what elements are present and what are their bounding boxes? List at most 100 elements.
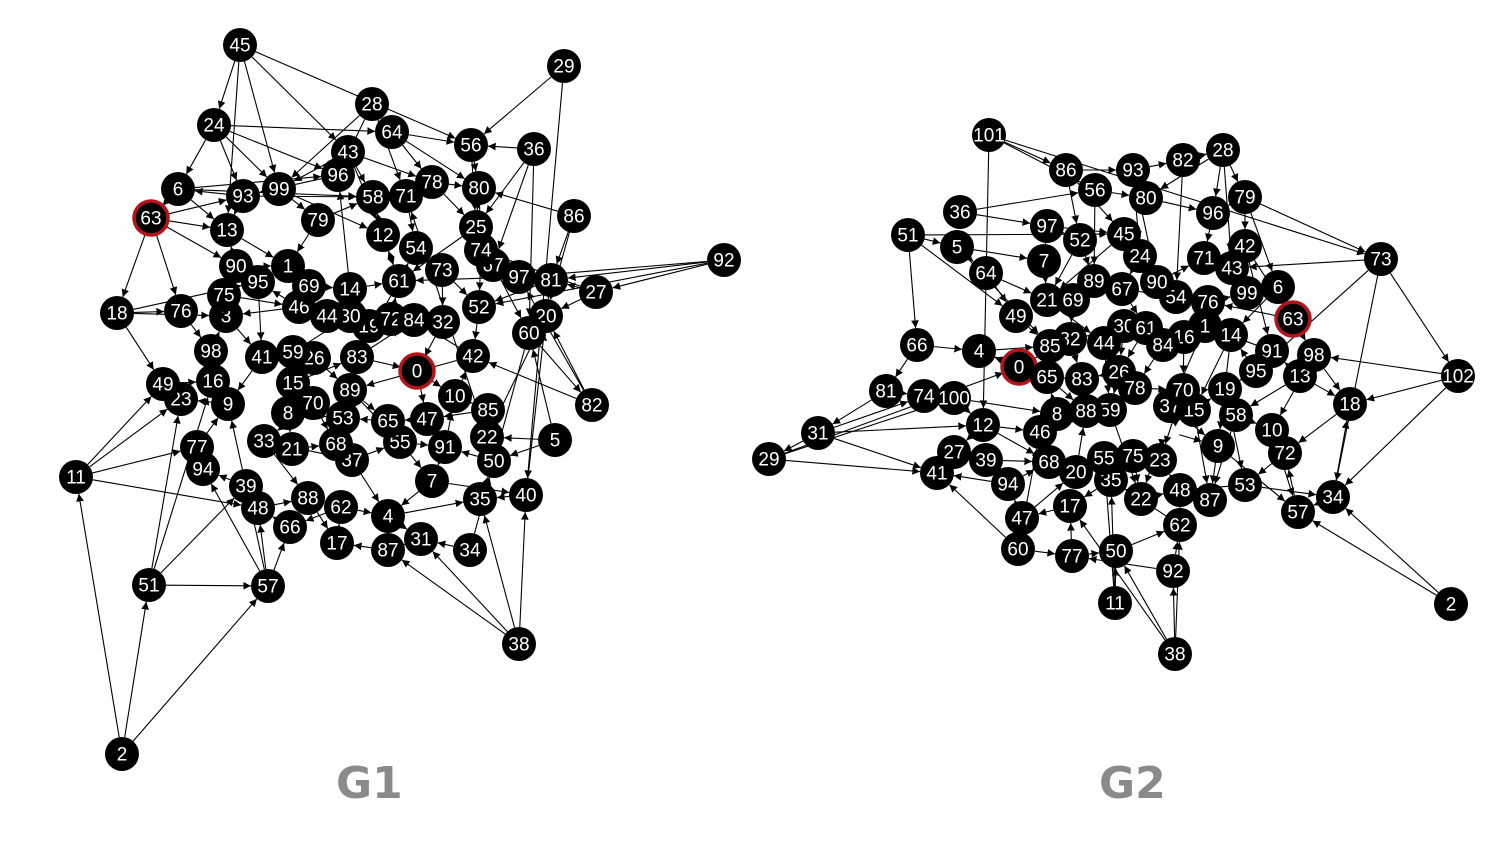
g2-node-41: 41 (920, 456, 954, 490)
g2-edge-26-83 (1098, 370, 1107, 379)
g2-node-circle-64 (969, 256, 1003, 290)
g1-node-circle-34 (453, 533, 487, 567)
g2-node-circle-53 (1228, 468, 1262, 502)
g2-node-20: 20 (1059, 455, 1093, 489)
g1-node-circle-5 (538, 423, 572, 457)
g2-node-circle-85 (1033, 329, 1067, 363)
g1-edge-27-20 (561, 298, 581, 310)
g1-edge-60-50 (496, 349, 526, 445)
g1-node-label-49: 49 (152, 375, 173, 396)
g1-node-circle-2 (105, 737, 139, 771)
g2-edge-18-72 (1298, 413, 1337, 444)
g2-node-label-30: 30 (1113, 317, 1134, 338)
g1-edge-62-66 (305, 512, 326, 522)
g1-edge-5-60 (531, 349, 552, 424)
g1-node-label-21: 21 (281, 440, 302, 461)
g1-node-circle-56 (454, 128, 488, 162)
g2-node-29: 29 (752, 442, 786, 476)
g1-edge-61-12 (387, 250, 395, 266)
g2-edge-65-88 (1059, 387, 1074, 401)
g2-edge-2-57 (1312, 520, 1437, 596)
g1-edge-24-99 (225, 136, 268, 178)
g1-node-label-7: 7 (427, 472, 438, 493)
g1-node-label-22: 22 (476, 428, 497, 449)
g1-node-47: 47 (410, 402, 444, 436)
g2-node-circle-17 (1053, 489, 1087, 523)
g2-edge-36-97 (976, 214, 1031, 226)
g1-node-label-38: 38 (508, 635, 529, 656)
g2-node-99: 99 (1230, 276, 1264, 310)
g1-node-83: 83 (340, 340, 374, 374)
g1-node-label-90: 90 (225, 257, 246, 278)
g1-edge-2-51 (124, 601, 149, 738)
g2-node-label-55: 55 (1093, 449, 1114, 470)
g1-node-label-45: 45 (229, 36, 250, 57)
g1-node-circle-91 (428, 430, 462, 464)
g2-node-label-24: 24 (1129, 247, 1151, 268)
g2-edge-102-98 (1330, 354, 1442, 375)
g2-edge-81-74 (899, 388, 908, 397)
g1-node-circle-65 (371, 404, 405, 438)
g2-node-label-43: 43 (1221, 259, 1242, 280)
g1-edge-6-96 (194, 173, 322, 189)
g2-node-circle-75 (1116, 439, 1150, 473)
g2-node-circle-63 (1276, 302, 1310, 336)
g1-edge-79-58 (333, 202, 358, 214)
g2-node-label-83: 83 (1071, 370, 1092, 391)
g1-edge-62-4 (357, 507, 372, 516)
g1-edge-24-64 (230, 125, 376, 135)
g1-node-label-82: 82 (581, 396, 602, 417)
g2-node-81: 81 (869, 374, 903, 408)
g2-node-circle-34 (1316, 480, 1350, 514)
g2-edge-48-23 (1168, 473, 1177, 483)
g1-node-label-79: 79 (307, 211, 328, 232)
g2-node-11: 11 (1098, 586, 1132, 620)
g1-node-78: 78 (415, 165, 449, 199)
g1-edge-36-25 (485, 162, 525, 214)
g1-node-label-64: 64 (381, 123, 403, 144)
g2-node-label-48: 48 (1169, 481, 1190, 502)
g1-node-49: 49 (146, 367, 180, 401)
g1-node-label-84: 84 (403, 311, 425, 332)
g2-node-circle-21 (1030, 283, 1064, 317)
g1-node-label-57: 57 (257, 577, 278, 598)
g1-node-label-12: 12 (372, 226, 393, 247)
g1-node-circle-40 (509, 478, 543, 512)
g1-edge-0-47 (418, 387, 426, 403)
g1-node-label-54: 54 (405, 239, 427, 260)
g2-node-label-17: 17 (1059, 497, 1080, 518)
g1-edge-92-27 (612, 263, 708, 290)
g1-node-circle-10 (438, 379, 472, 413)
g1-edge-37-4 (360, 474, 380, 502)
g2-node-circle-80 (1129, 181, 1163, 215)
g2-node-47: 47 (1005, 501, 1039, 535)
g2-edge-12-46 (999, 425, 1024, 433)
g1-node-label-27: 27 (585, 283, 606, 304)
g1-edge-45-99 (243, 61, 277, 173)
g1-node-11: 11 (59, 460, 93, 494)
g1-edge-18-76 (133, 307, 165, 316)
g2-edge-73-102 (1389, 272, 1450, 363)
g1-node-label-30: 30 (339, 307, 360, 328)
g2-node-93: 93 (1116, 153, 1150, 187)
g1-node-circle-98 (194, 334, 228, 368)
g2-edge-38-17 (1079, 519, 1166, 641)
g1-edge-38-31 (432, 551, 508, 632)
g1-edge-86-81 (555, 231, 569, 265)
g1-node-label-70: 70 (302, 394, 323, 415)
g2-edge-77-50 (1088, 549, 1100, 558)
g2-node-circle-14 (1214, 318, 1248, 352)
g1-node-13: 13 (210, 213, 244, 247)
g1-edge-95-41 (256, 298, 265, 341)
g2-node-48: 48 (1163, 473, 1197, 507)
g1-edge-43-78 (363, 157, 417, 178)
g2-node-64: 64 (969, 256, 1003, 290)
g1-node-label-96: 96 (327, 166, 348, 187)
g1-edge-40-20 (527, 332, 548, 479)
g1-node-53: 53 (326, 401, 360, 435)
g1-node-circle-42 (456, 339, 490, 373)
g1-node-38: 38 (502, 627, 536, 661)
g2-node-circle-58 (1219, 398, 1253, 432)
g2-node-79: 79 (1228, 180, 1262, 214)
g2-node-circle-28 (1206, 133, 1240, 167)
